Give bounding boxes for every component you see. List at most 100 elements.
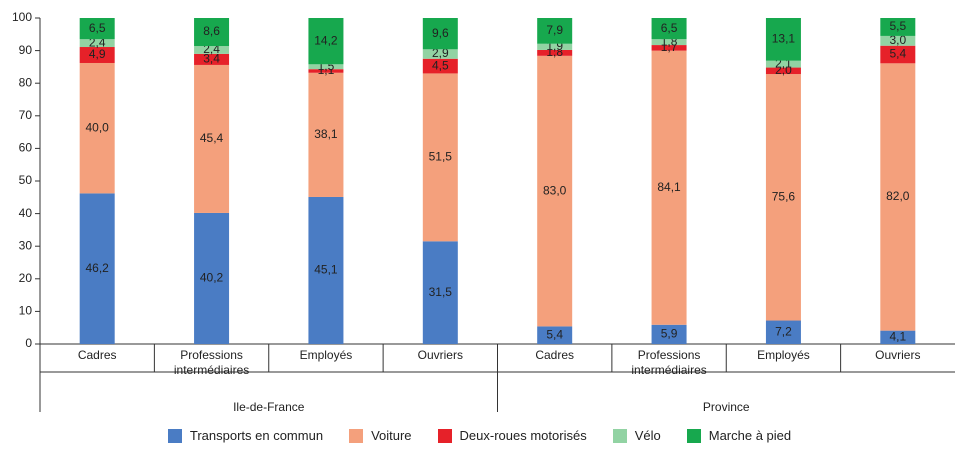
value-label: 82,0 [886, 189, 910, 203]
bar-segment [79, 39, 115, 48]
legend-label: Deux-roues motorisés [459, 428, 587, 443]
value-label: 45,1 [314, 263, 338, 277]
value-label: 6,5 [89, 21, 106, 35]
value-label: 5,4 [889, 47, 906, 61]
bar-segment [79, 18, 115, 40]
legend-swatch [349, 428, 364, 443]
bar-segment [79, 47, 115, 63]
x-tick-label: Ouvriers [417, 348, 463, 362]
value-label: 5,4 [546, 327, 563, 341]
value-label: 5,9 [661, 327, 678, 341]
value-label: 4,1 [889, 329, 906, 343]
bar-segment [537, 18, 573, 44]
bar-segment [308, 196, 344, 344]
legend-item: Deux-roues motorisés [437, 428, 587, 443]
bar-segment [422, 18, 458, 50]
bar-segment [194, 53, 230, 65]
legend-swatch [612, 428, 627, 443]
value-label: 40,2 [200, 271, 224, 285]
y-tick-label: 10 [19, 304, 33, 318]
bar-segment [422, 241, 458, 344]
bar-segment [880, 35, 916, 46]
value-label: 75,6 [772, 189, 796, 203]
bar-segment [308, 69, 344, 73]
value-label: 3,4 [203, 52, 220, 66]
bar-segment [79, 193, 115, 344]
y-tick-label: 70 [19, 108, 33, 122]
legend-item: Transports en commun [167, 428, 324, 443]
bar-segment [308, 64, 344, 70]
bar-segment [765, 60, 801, 68]
value-label: 13,1 [772, 32, 796, 46]
bar-segment [651, 39, 687, 46]
y-tick-label: 20 [19, 271, 33, 285]
bar-segment [765, 320, 801, 344]
y-tick-label: 50 [19, 173, 33, 187]
value-label: 83,0 [543, 183, 567, 197]
value-label: 14,2 [314, 33, 338, 47]
value-label: 31,5 [429, 285, 453, 299]
bar-segment [765, 74, 801, 321]
y-tick-label: 40 [19, 206, 33, 220]
bar-segment [651, 324, 687, 344]
x-tick-label: Professions intermédiaires [173, 348, 250, 377]
bar-segment [422, 58, 458, 74]
bar-segment [422, 49, 458, 59]
bar-segment [537, 49, 573, 56]
value-label: 3,0 [889, 33, 906, 47]
bar-segment [765, 67, 801, 75]
bar-segment [880, 330, 916, 344]
legend-item: Marche à pied [686, 428, 792, 443]
value-label: 2,9 [432, 46, 449, 60]
legend-swatch [437, 428, 452, 443]
legend-item: Voiture [349, 428, 412, 443]
bar-segment [422, 73, 458, 242]
legend-swatch [167, 428, 182, 443]
bar-segment [308, 18, 344, 65]
x-tick-label: Ouvriers [875, 348, 921, 362]
legend-item: Vélo [612, 428, 661, 443]
legend: Transports en commun Voiture Deux-roues mo… [0, 428, 959, 443]
group-label: Ile-de-France [233, 400, 305, 414]
bar-segment [537, 55, 573, 327]
bar-segment [537, 326, 573, 344]
value-label: 5,5 [889, 19, 906, 33]
value-label: 4,9 [89, 47, 106, 61]
value-label: 7,9 [546, 23, 563, 37]
value-label: 38,1 [314, 127, 338, 141]
x-tick-label: Employés [299, 348, 353, 362]
bar-segment [880, 63, 916, 331]
bar-segment [194, 18, 230, 47]
x-tick-label: Professions intermédiaires [631, 348, 707, 377]
value-label: 4,5 [432, 58, 449, 72]
bar-segment [194, 46, 230, 54]
value-label: 45,4 [200, 131, 224, 145]
legend-label: Vélo [634, 428, 661, 443]
y-tick-label: 80 [19, 75, 33, 89]
legend-label: Marche à pied [708, 428, 792, 443]
value-label: 40,0 [86, 120, 110, 134]
legend-label: Voiture [371, 428, 412, 443]
bar-segment [537, 43, 573, 50]
bar-segment [194, 64, 230, 213]
y-tick-label: 90 [19, 43, 33, 57]
bar-segment [880, 18, 916, 36]
value-label: 9,6 [432, 26, 449, 40]
bar-segment [651, 45, 687, 51]
value-label: 8,6 [203, 24, 220, 38]
x-tick-label: Cadres [535, 348, 575, 362]
value-label: 7,2 [775, 324, 792, 338]
bar-segment [651, 18, 687, 40]
y-tick-label: 100 [12, 10, 32, 24]
value-label: 51,5 [429, 150, 453, 164]
bar-segment [308, 72, 344, 197]
bar-segment [765, 18, 801, 61]
value-label: 46,2 [86, 261, 110, 275]
group-label: Province [702, 400, 750, 414]
x-tick-label: Employés [757, 348, 810, 362]
bar-segment [194, 212, 230, 344]
x-tick-label: Cadres [77, 348, 117, 362]
legend-label: Transports en commun [189, 428, 324, 443]
y-tick-label: 60 [19, 141, 33, 155]
